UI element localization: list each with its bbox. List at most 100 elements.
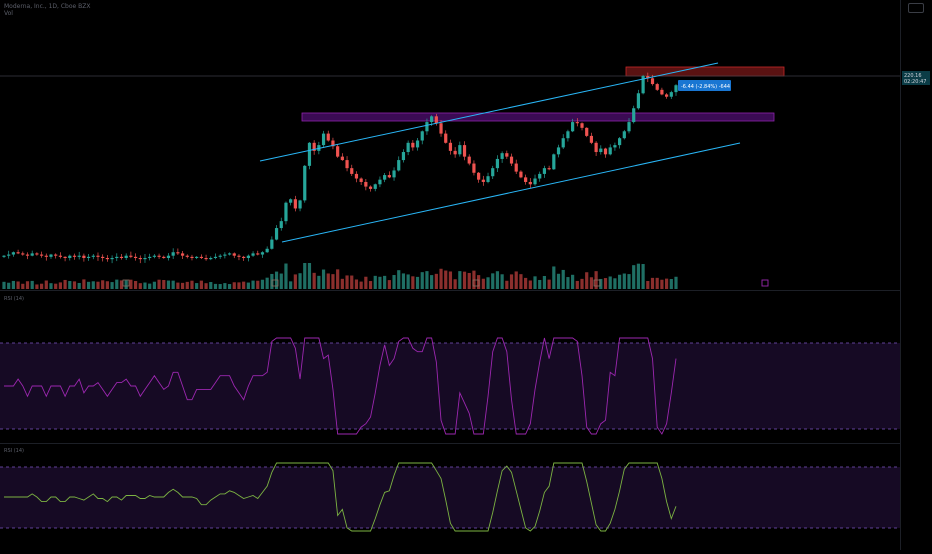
volume-bar (528, 280, 532, 289)
volume-bar (566, 277, 570, 289)
candle-body (312, 142, 316, 151)
candle-body (326, 133, 330, 141)
volume-bar (669, 279, 673, 289)
panel-menu-button[interactable] (908, 3, 924, 13)
candle-body (321, 133, 326, 146)
candle-body (509, 156, 514, 164)
candle-body (519, 171, 523, 178)
candle-body (481, 179, 485, 182)
candle-body (368, 186, 373, 189)
earnings-marker[interactable] (122, 279, 130, 287)
volume-bar (312, 272, 316, 289)
candle-body (166, 255, 171, 258)
candle-body (54, 254, 58, 256)
resistance-zone[interactable] (301, 112, 775, 122)
candle-body (91, 255, 95, 257)
candle-body (232, 253, 236, 256)
top-supply-zone[interactable] (625, 66, 785, 77)
volume-bar (148, 283, 152, 289)
candle-body (359, 178, 363, 182)
volume-bar (444, 270, 448, 289)
volume-bar (115, 279, 119, 289)
candle-body (227, 253, 232, 255)
candle-body (246, 255, 250, 258)
volume-bar (190, 280, 194, 289)
channel-upper-line[interactable] (259, 62, 719, 162)
volume-bar (618, 274, 622, 289)
candle-body (265, 248, 269, 253)
volume-bar (415, 276, 420, 289)
candle-body (7, 254, 11, 256)
rsi-band (0, 343, 900, 429)
candle-body (594, 142, 598, 153)
candle-body (622, 131, 626, 139)
candle-body (284, 202, 288, 222)
volume-bar (650, 277, 655, 289)
candle-body (25, 254, 30, 256)
osc-panel-title: RSI (14) (4, 448, 24, 454)
volume-bar (185, 281, 189, 289)
event-markers[interactable] (122, 279, 769, 287)
volume-bar (16, 281, 20, 289)
candle-body (185, 255, 189, 257)
volume-bar (195, 283, 199, 289)
candle-body (274, 228, 279, 240)
candle-series (2, 72, 678, 264)
volume-bar (411, 276, 415, 289)
candle-body (453, 150, 457, 155)
osc-band (0, 467, 900, 528)
volume-bar (660, 279, 664, 289)
volume-bar (204, 283, 208, 289)
volume-bar (138, 283, 142, 289)
volume-bar (552, 266, 556, 289)
volume-bar (242, 281, 246, 289)
volume-bar (481, 278, 485, 289)
candle-body (204, 258, 208, 260)
volume-bar (86, 281, 91, 289)
volume-bar (289, 281, 293, 289)
volume-bar (439, 268, 443, 289)
candle-body (105, 258, 109, 260)
volume-bar (458, 271, 462, 289)
volume-bar (326, 273, 330, 289)
volume-bar (101, 280, 105, 289)
volume-bar (495, 271, 500, 289)
volume-bar (279, 273, 283, 289)
earnings-marker[interactable] (271, 279, 279, 287)
volume-bar (157, 279, 161, 289)
volume-bar (364, 276, 368, 289)
volume-bar (49, 283, 53, 289)
volume-bar (354, 279, 359, 289)
earnings-marker[interactable] (593, 279, 601, 287)
candle-body (124, 255, 128, 258)
volume-bar (293, 274, 297, 289)
candle-body (674, 85, 678, 93)
channel-lower-line[interactable] (281, 142, 741, 243)
volume-bar (213, 283, 218, 289)
candle-body (524, 177, 528, 182)
candle-body (500, 153, 504, 159)
future-event-marker[interactable] (761, 279, 769, 287)
candle-body (307, 142, 312, 166)
candle-body (213, 256, 218, 258)
volume-bar (171, 280, 175, 289)
candle-body (387, 175, 391, 178)
candle-body (575, 122, 579, 124)
volume-bar (373, 275, 377, 289)
earnings-marker[interactable] (472, 279, 480, 287)
volume-bar (462, 271, 467, 289)
rsi-line (4, 337, 677, 435)
candle-body (298, 200, 302, 209)
volume-bar (387, 280, 391, 289)
volume-bar (11, 280, 15, 289)
volume-bar (538, 279, 542, 289)
volume-bar (622, 273, 626, 289)
volume-bar (227, 284, 232, 289)
volume-bar (448, 271, 453, 289)
candle-body (251, 253, 255, 256)
candle-body (336, 146, 340, 157)
candle-body (533, 178, 537, 185)
candle-body (434, 116, 438, 124)
